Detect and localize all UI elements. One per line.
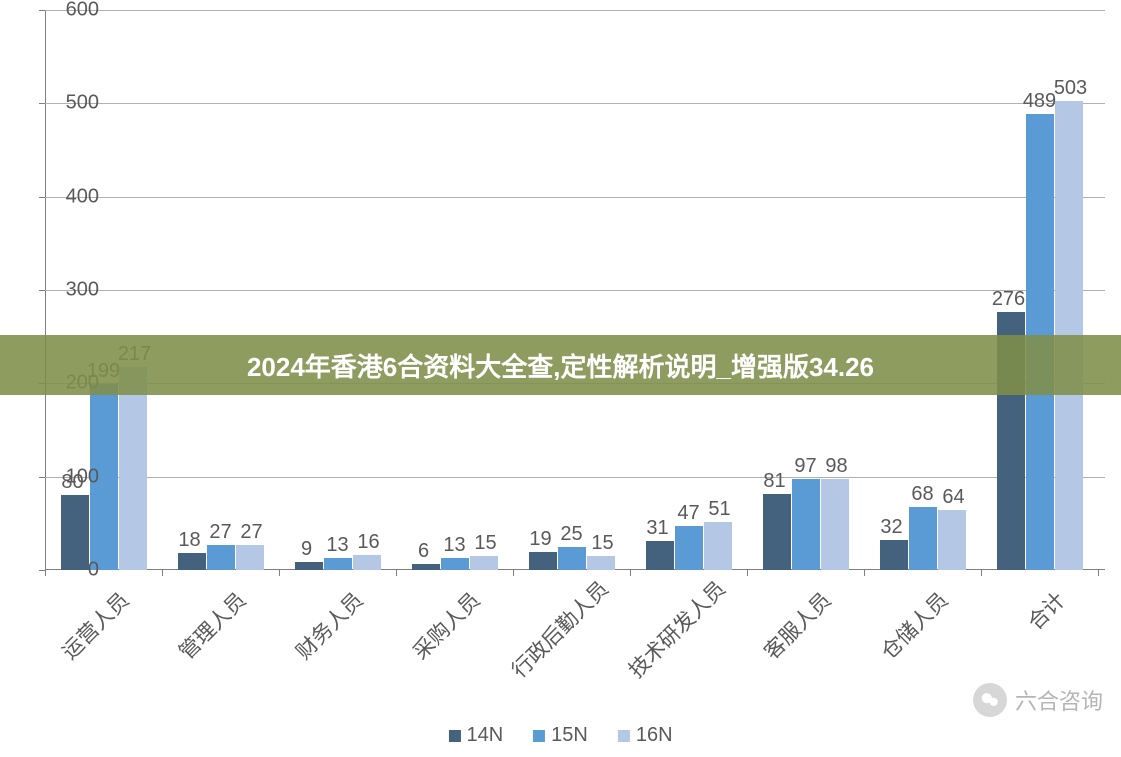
bar-value-label: 276 [992, 288, 1025, 311]
legend-item-16n: 16N [618, 724, 673, 747]
bar [295, 562, 323, 570]
watermark-text: 六合咨询 [1015, 684, 1103, 716]
legend-swatch-15n [533, 730, 545, 742]
bar [353, 555, 381, 570]
bar [763, 494, 791, 570]
bar-value-label: 18 [178, 529, 200, 552]
x-category-label: 运营人员 [36, 585, 135, 684]
bar [529, 552, 557, 570]
bar [324, 558, 352, 570]
y-tick-mark [39, 103, 45, 104]
x-category-label: 采购人员 [387, 585, 486, 684]
y-tick-label: 0 [49, 559, 99, 582]
bar [119, 367, 147, 570]
chart-area: 8019921718272791316613151925153147518197… [45, 10, 1105, 570]
bar-value-label: 81 [763, 470, 785, 493]
bar [880, 540, 908, 570]
legend-label-16n: 16N [636, 724, 673, 747]
gridline [45, 103, 1105, 104]
bar-value-label: 489 [1023, 90, 1056, 113]
bar-value-label: 27 [240, 521, 262, 544]
legend-item-15n: 15N [533, 724, 588, 747]
bar-value-label: 503 [1054, 77, 1087, 100]
gridline [45, 477, 1105, 478]
bar-value-label: 64 [942, 486, 964, 509]
bar-value-label: 16 [357, 531, 379, 554]
x-tick-mark [864, 570, 865, 576]
overlay-banner: 2024年香港6合资料大全查,定性解析说明_增强版34.26 [0, 335, 1121, 395]
bar [470, 556, 498, 570]
bar-value-label: 13 [443, 534, 465, 557]
bar-value-label: 98 [825, 455, 847, 478]
gridline [45, 10, 1105, 11]
x-tick-mark [630, 570, 631, 576]
bar-value-label: 47 [677, 502, 699, 525]
x-tick-mark [747, 570, 748, 576]
bar [558, 547, 586, 570]
bar-value-label: 9 [301, 538, 312, 561]
y-tick-mark [39, 477, 45, 478]
x-category-label: 财务人员 [270, 585, 369, 684]
bar-value-label: 68 [911, 483, 933, 506]
x-category-label: 客服人员 [738, 585, 837, 684]
bar-value-label: 27 [209, 521, 231, 544]
x-category-label: 仓储人员 [855, 585, 954, 684]
legend: 14N 15N 16N [448, 724, 672, 747]
bar-value-label: 32 [880, 516, 902, 539]
bar-value-label: 97 [794, 455, 816, 478]
bar [441, 558, 469, 570]
legend-swatch-16n [618, 730, 630, 742]
x-tick-mark [162, 570, 163, 576]
bar-value-label: 19 [529, 528, 551, 551]
bar [646, 541, 674, 570]
bar [704, 522, 732, 570]
bar [909, 507, 937, 570]
x-tick-mark [279, 570, 280, 576]
overlay-text: 2024年香港6合资料大全查,定性解析说明_增强版34.26 [247, 347, 874, 384]
bar-value-label: 25 [560, 523, 582, 546]
x-tick-mark [1098, 570, 1099, 576]
bar [207, 545, 235, 570]
bar [675, 526, 703, 570]
gridline [45, 197, 1105, 198]
x-tick-mark [981, 570, 982, 576]
x-category-label: 合计 [972, 585, 1071, 684]
wechat-icon [973, 683, 1007, 717]
bar-value-label: 6 [418, 540, 429, 563]
x-tick-mark [513, 570, 514, 576]
bar [821, 479, 849, 570]
y-tick-mark [39, 10, 45, 11]
y-tick-label: 600 [49, 0, 99, 22]
legend-label-14n: 14N [466, 724, 503, 747]
watermark: 六合咨询 [973, 683, 1103, 717]
y-tick-mark [39, 197, 45, 198]
bar [236, 545, 264, 570]
bar-value-label: 51 [708, 498, 730, 521]
y-tick-label: 100 [49, 465, 99, 488]
bar [178, 553, 206, 570]
y-tick-label: 300 [49, 279, 99, 302]
bar-value-label: 13 [326, 534, 348, 557]
bar [412, 564, 440, 570]
x-tick-mark [45, 570, 46, 576]
bar [792, 479, 820, 570]
y-tick-label: 500 [49, 92, 99, 115]
legend-swatch-14n [448, 730, 460, 742]
bar-value-label: 31 [646, 517, 668, 540]
legend-item-14n: 14N [448, 724, 503, 747]
y-tick-label: 400 [49, 185, 99, 208]
y-tick-mark [39, 290, 45, 291]
bar [587, 556, 615, 570]
x-category-label: 行政后勤人员 [504, 585, 603, 684]
x-category-label: 管理人员 [153, 585, 252, 684]
x-category-label: 技术研发人员 [621, 585, 720, 684]
gridline [45, 290, 1105, 291]
bar-value-label: 15 [591, 532, 613, 555]
bar [938, 510, 966, 570]
legend-label-15n: 15N [551, 724, 588, 747]
bar-value-label: 15 [474, 532, 496, 555]
x-tick-mark [396, 570, 397, 576]
